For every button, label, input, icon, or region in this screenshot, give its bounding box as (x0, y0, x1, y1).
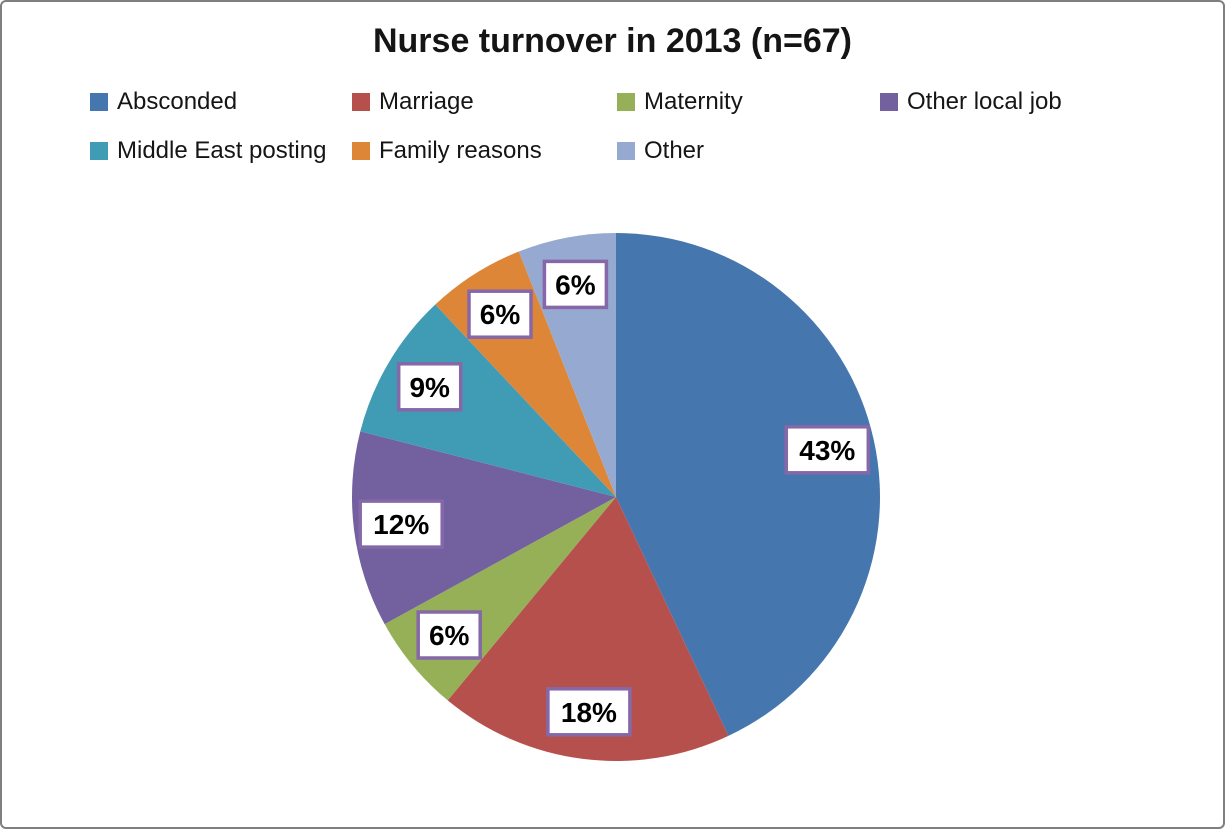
legend-label: Absconded (117, 88, 238, 115)
legend-label: Middle East posting (117, 137, 327, 164)
data-label-text: 12% (373, 509, 429, 540)
data-label-box (784, 425, 871, 475)
data-label-text: 6% (555, 269, 596, 300)
legend-label: Maternity (644, 88, 743, 115)
data-label-box (467, 289, 533, 339)
chart-legend: Absconded Marriage Maternity Other local jo… (90, 88, 1062, 165)
data-label-text: 6% (429, 620, 470, 651)
data-label-box (546, 687, 632, 737)
data-label-text: 43% (799, 435, 855, 466)
legend-label: Family reasons (379, 137, 542, 164)
legend-label: Other local job (907, 88, 1062, 115)
legend-label: Marriage (379, 88, 474, 115)
data-label-box (358, 499, 444, 549)
data-label-text: 9% (409, 372, 450, 403)
legend-item: Family reasons (352, 137, 617, 165)
legend-swatch-icon (90, 93, 108, 111)
legend-item: Other (617, 137, 880, 165)
chart-title: Nurse turnover in 2013 (n=67) (372, 22, 852, 60)
data-label-box (396, 362, 463, 412)
data-label-box (416, 610, 482, 660)
data-label-text: 6% (480, 299, 521, 330)
legend-item: Middle East posting (90, 137, 352, 165)
legend-swatch-icon (352, 93, 370, 111)
legend-label: Other (644, 137, 705, 164)
legend-swatch-icon (90, 142, 108, 160)
data-label-box (542, 259, 609, 310)
legend-swatch-icon (880, 93, 898, 111)
pie-slice (360, 304, 616, 497)
pie-slice (616, 233, 880, 736)
legend-swatch-icon (617, 93, 635, 111)
legend-swatch-icon (352, 142, 370, 160)
legend-item: Maternity (617, 88, 880, 116)
pie-slice (352, 431, 616, 625)
legend-swatch-icon (617, 142, 635, 160)
legend-item: Absconded (90, 88, 352, 116)
legend-item: Marriage (352, 88, 617, 116)
data-label-text: 18% (561, 697, 617, 728)
pie-slice (447, 497, 729, 762)
legend-item: Other local job (880, 88, 1062, 116)
